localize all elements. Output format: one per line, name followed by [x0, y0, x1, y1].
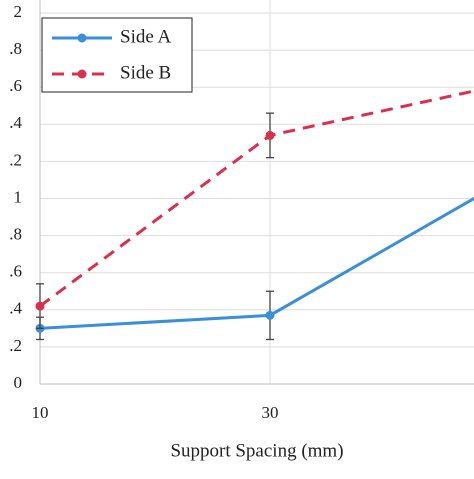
data-point [265, 131, 274, 140]
data-point [265, 311, 274, 320]
y-tick-label: .4 [9, 299, 22, 318]
legend-label: Side A [120, 26, 171, 47]
y-tick-label: .8 [9, 225, 22, 244]
y-tick-label: .6 [9, 262, 22, 281]
x-tick-label: 30 [261, 403, 278, 422]
y-tick-label: .8 [9, 39, 22, 58]
plot-area [36, 81, 474, 340]
data-point [36, 302, 45, 311]
y-tick-label: .2 [9, 150, 22, 169]
y-tick-label: .4 [9, 113, 22, 132]
y-tick-label: .6 [9, 76, 22, 95]
legend-label: Side B [120, 62, 171, 83]
legend-marker [78, 70, 87, 79]
y-tick-label: 2 [14, 2, 23, 21]
y-tick-label: 1 [14, 187, 23, 206]
x-axis-label: Support Spacing (mm) [170, 440, 343, 461]
legend-marker [78, 34, 87, 43]
y-tick-label: 0 [14, 373, 23, 392]
x-tick-label: 10 [32, 403, 49, 422]
y-tick-label: .2 [9, 336, 22, 355]
